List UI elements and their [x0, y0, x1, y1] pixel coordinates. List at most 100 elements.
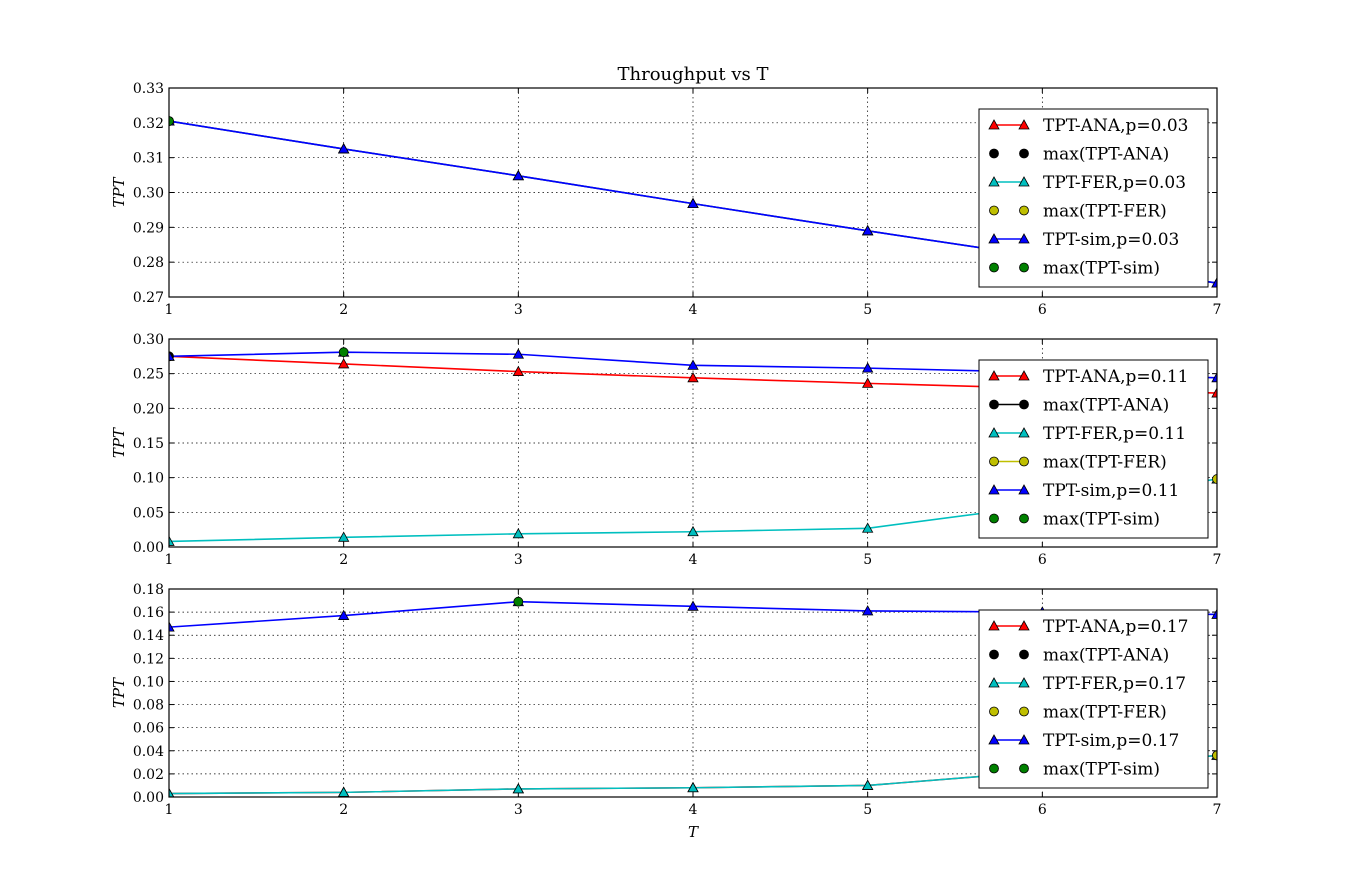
data-point [512, 348, 525, 359]
max-point [1212, 474, 1217, 484]
x-tick-label: 3 [514, 302, 523, 318]
legend-marker [988, 176, 1000, 187]
legend-marker [1018, 233, 1030, 244]
legend-label: max(TPT-sim) [1043, 510, 1160, 530]
legend-marker [989, 706, 999, 717]
y-tick-label: 0.18 [133, 582, 164, 598]
x-tick-label: 4 [689, 802, 698, 818]
legend-marker [989, 205, 999, 216]
legend-label: TPT-FER,p=0.11 [1043, 424, 1186, 444]
data-point [512, 528, 525, 539]
legend-label: TPT-FER,p=0.17 [1043, 674, 1186, 694]
y-axis-label: TPT [110, 427, 128, 458]
legend-marker [988, 620, 1000, 631]
legend-box [978, 108, 1209, 288]
legend-marker [1018, 484, 1030, 495]
x-tick-label: 7 [1213, 802, 1222, 818]
legend-marker [1018, 427, 1030, 438]
data-point [1211, 277, 1217, 288]
legend-entry: max(TPT-FER) [989, 453, 1167, 473]
x-tick-label: 6 [1038, 552, 1047, 568]
legend-marker [988, 370, 1000, 381]
legend-label: max(TPT-FER) [1043, 453, 1167, 473]
data-point [687, 781, 699, 793]
data-point [512, 169, 525, 181]
max-point [513, 596, 524, 607]
y-tick-label: 0.00 [133, 790, 164, 806]
x-tick-label: 6 [1038, 302, 1047, 318]
legend-marker [988, 427, 1000, 438]
x-tick-label: 4 [689, 302, 698, 318]
y-tick-label: 0.30 [133, 332, 164, 348]
data-point [861, 224, 874, 236]
legend-entry: TPT-sim,p=0.03 [988, 230, 1179, 250]
x-tick-label: 6 [1038, 802, 1047, 818]
legend-entry: max(TPT-sim) [989, 259, 1160, 279]
max-point [169, 116, 174, 126]
data-point [687, 197, 699, 209]
legend-marker [1019, 148, 1029, 159]
legend-marker [1018, 370, 1030, 381]
y-tick-label: 0.05 [133, 505, 164, 521]
data-point [687, 525, 699, 537]
legend-marker [1019, 706, 1029, 717]
legend-marker [989, 763, 999, 774]
data-point [337, 143, 350, 154]
legend-marker [988, 119, 1000, 130]
legend-marker [1018, 620, 1030, 631]
y-tick-label: 0.31 [133, 151, 164, 167]
legend-entry: max(TPT-ANA) [989, 396, 1169, 416]
legend-label: TPT-FER,p=0.03 [1043, 173, 1186, 193]
y-tick-label: 0.25 [133, 367, 164, 383]
plot-frame [168, 338, 1218, 548]
legend-label: max(TPT-ANA) [1043, 646, 1169, 666]
legend-label: max(TPT-sim) [1043, 259, 1160, 279]
x-tick-label: 1 [165, 802, 174, 818]
legend-marker [988, 734, 1000, 745]
x-tick-label: 5 [863, 302, 872, 318]
y-tick-label: 0.08 [133, 698, 164, 714]
legend-entry: max(TPT-sim) [989, 760, 1160, 780]
legend-marker [1019, 399, 1029, 410]
legend-marker [989, 513, 999, 524]
y-tick-label: 0.30 [133, 186, 164, 202]
chart-title: Throughput vs T [618, 64, 769, 85]
data-point [1211, 608, 1217, 619]
data-point [861, 779, 874, 790]
y-tick-label: 0.16 [133, 605, 164, 621]
y-tick-label: 0.15 [133, 436, 164, 452]
legend-marker [1018, 677, 1030, 688]
y-axis-label: TPT [110, 176, 128, 207]
max-point [338, 347, 349, 358]
x-tick-label: 3 [514, 802, 523, 818]
legend-entry: max(TPT-FER) [989, 202, 1167, 222]
plot-frame [168, 588, 1218, 798]
legend-marker [988, 233, 1000, 244]
legend-entry: TPT-ANA,p=0.11 [988, 367, 1188, 387]
y-tick-label: 0.28 [133, 255, 164, 271]
legend-marker [1019, 649, 1029, 660]
data-point [1211, 372, 1217, 383]
legend-marker [1018, 176, 1030, 187]
legend-entry: max(TPT-ANA) [989, 646, 1169, 666]
x-tick-label: 4 [689, 552, 698, 568]
legend-marker [989, 649, 999, 660]
y-tick-label: 0.10 [133, 471, 164, 487]
y-tick-label: 0.06 [133, 721, 164, 737]
data-point [337, 531, 350, 542]
y-tick-label: 0.04 [133, 744, 164, 760]
legend-label: max(TPT-FER) [1043, 703, 1167, 723]
legend-entry: TPT-sim,p=0.17 [988, 731, 1179, 751]
legend-marker [989, 399, 999, 410]
x-tick-label: 1 [165, 302, 174, 318]
data-point [687, 359, 699, 370]
legend-entry: TPT-FER,p=0.11 [988, 424, 1186, 444]
x-tick-label: 7 [1213, 302, 1222, 318]
y-axis-label: TPT [110, 677, 128, 708]
data-point [169, 535, 175, 546]
x-tick-label: 7 [1213, 552, 1222, 568]
legend-marker [989, 262, 999, 273]
legend-entry: TPT-FER,p=0.17 [988, 674, 1186, 694]
legend-box [978, 609, 1209, 789]
